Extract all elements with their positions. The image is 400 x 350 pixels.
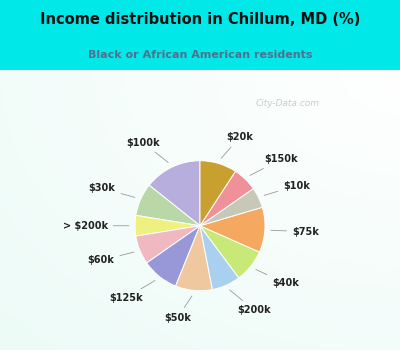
Wedge shape <box>136 226 200 263</box>
Wedge shape <box>149 161 200 226</box>
Text: $20k: $20k <box>221 132 253 158</box>
Text: $100k: $100k <box>126 138 168 162</box>
Text: $200k: $200k <box>230 290 271 315</box>
Wedge shape <box>200 226 260 278</box>
Wedge shape <box>200 171 253 226</box>
Text: > $200k: > $200k <box>62 221 129 231</box>
Wedge shape <box>176 226 212 291</box>
Wedge shape <box>136 185 200 226</box>
Wedge shape <box>200 189 262 226</box>
Text: Income distribution in Chillum, MD (%): Income distribution in Chillum, MD (%) <box>40 12 360 27</box>
Text: $10k: $10k <box>264 181 310 195</box>
Wedge shape <box>200 161 236 226</box>
Text: $125k: $125k <box>109 280 155 303</box>
Text: $75k: $75k <box>271 227 319 237</box>
Text: $60k: $60k <box>88 252 134 265</box>
Text: $40k: $40k <box>256 270 299 288</box>
Text: Black or African American residents: Black or African American residents <box>88 50 312 60</box>
Text: $150k: $150k <box>250 154 298 175</box>
Wedge shape <box>200 226 239 289</box>
Text: $30k: $30k <box>89 183 135 197</box>
Wedge shape <box>147 226 200 286</box>
Text: City-Data.com: City-Data.com <box>256 99 320 108</box>
Wedge shape <box>200 207 265 252</box>
Wedge shape <box>135 215 200 236</box>
Text: $50k: $50k <box>164 296 192 323</box>
